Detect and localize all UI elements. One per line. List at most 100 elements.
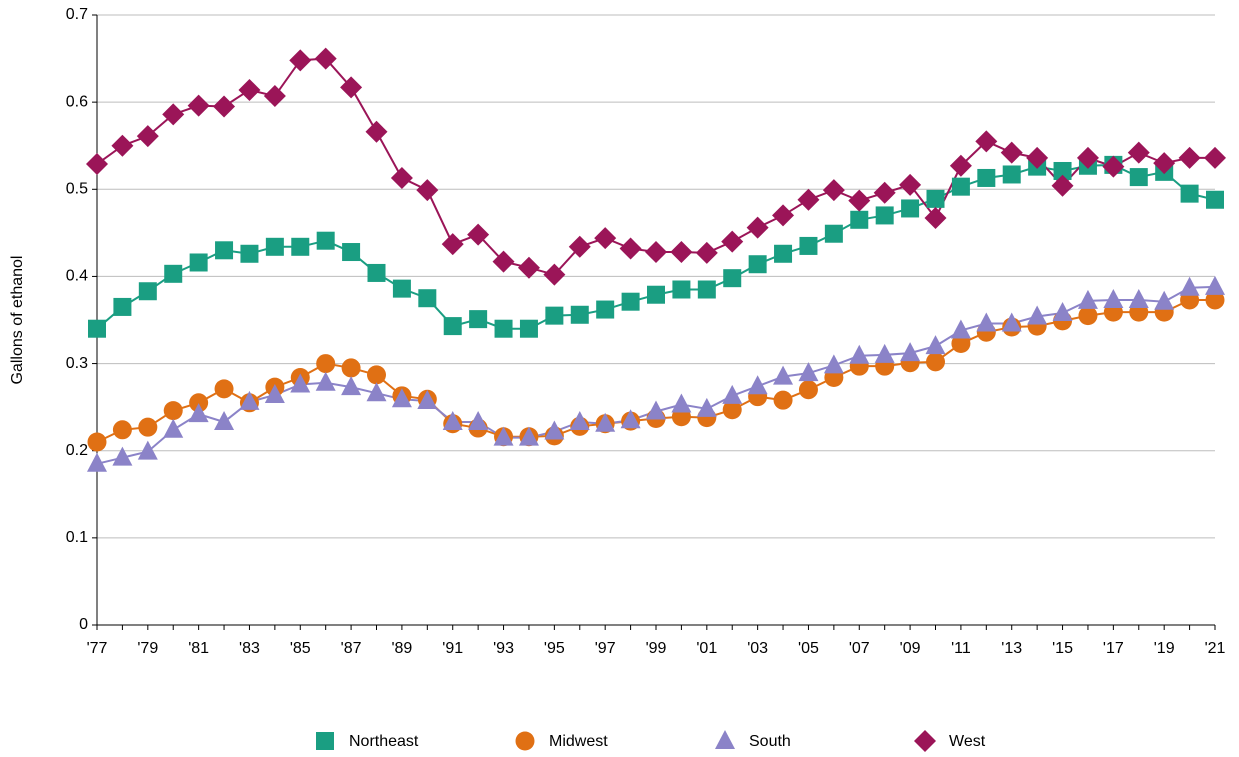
y-tick-label: 0.7: [66, 6, 88, 23]
y-tick-label: 0.2: [66, 442, 88, 459]
data-point: [747, 375, 768, 395]
data-point: [722, 384, 743, 404]
data-point: [492, 250, 515, 273]
data-point: [417, 390, 438, 410]
x-tick-label: '07: [849, 640, 870, 657]
data-point: [365, 120, 388, 143]
data-point: [621, 292, 640, 311]
data-point: [290, 373, 311, 393]
x-tick-label: '11: [951, 640, 971, 657]
data-point: [1026, 146, 1049, 169]
data-point: [900, 342, 921, 362]
data-point: [443, 317, 462, 336]
x-tick-label: '85: [290, 640, 311, 657]
data-point: [265, 237, 284, 256]
data-point: [647, 285, 665, 304]
x-tick-label: '05: [798, 640, 819, 657]
data-point: [418, 289, 437, 308]
data-point: [468, 410, 489, 430]
data-point: [672, 280, 691, 299]
x-tick-label: '97: [595, 640, 616, 657]
data-point: [239, 390, 260, 410]
x-tick-label: '79: [137, 640, 158, 657]
data-point: [671, 393, 692, 413]
data-point: [926, 352, 945, 372]
data-point: [1001, 312, 1022, 332]
y-tick-label: 0.4: [66, 268, 88, 285]
data-point: [646, 400, 666, 420]
data-point: [1153, 152, 1176, 175]
x-tick-label: '91: [442, 640, 463, 657]
x-tick-label: '13: [1001, 640, 1022, 657]
data-point: [1103, 288, 1124, 308]
data-point: [772, 204, 795, 227]
data-point: [87, 432, 107, 452]
data-point: [746, 216, 769, 239]
data-point: [1077, 289, 1098, 309]
x-tick-label: '17: [1103, 640, 1124, 657]
data-point: [1078, 306, 1098, 326]
data-point: [367, 263, 386, 282]
data-point: [849, 344, 870, 364]
data-point: [773, 365, 794, 385]
data-point: [1027, 305, 1048, 325]
data-point: [316, 231, 335, 250]
data-point: [949, 154, 972, 177]
data-point: [188, 403, 209, 423]
legend-marker: [515, 731, 535, 751]
data-point: [341, 358, 361, 378]
legend-marker: [914, 730, 936, 752]
x-tick-label: '15: [1052, 640, 1073, 657]
x-tick-label: '19: [1154, 640, 1175, 657]
legend-label: Northeast: [349, 733, 419, 750]
data-point: [138, 282, 157, 301]
x-tick-label: '99: [646, 640, 667, 657]
data-point: [595, 412, 616, 432]
data-point: [544, 420, 565, 440]
data-point: [113, 297, 132, 316]
data-point: [441, 233, 464, 256]
data-point: [926, 189, 945, 208]
data-point: [494, 319, 513, 338]
data-point: [137, 440, 158, 460]
data-point: [569, 410, 590, 430]
data-point: [822, 179, 845, 202]
data-point: [163, 418, 184, 438]
data-point: [291, 237, 310, 256]
x-tick-label: '81: [188, 640, 209, 657]
data-point: [799, 236, 818, 255]
data-point: [798, 362, 819, 382]
y-tick-label: 0.1: [66, 529, 88, 546]
data-point: [1180, 184, 1199, 203]
data-point: [670, 241, 693, 264]
data-point: [874, 343, 895, 363]
data-point: [925, 335, 946, 355]
data-point: [950, 319, 971, 339]
y-tick-label: 0: [79, 616, 88, 633]
data-point: [873, 181, 896, 204]
data-point: [416, 179, 439, 202]
data-point: [697, 280, 716, 299]
data-point: [112, 446, 133, 466]
data-point: [823, 354, 844, 374]
x-tick-label: '93: [493, 640, 514, 657]
data-point: [875, 206, 894, 225]
data-point: [798, 380, 818, 400]
data-point: [1178, 146, 1201, 169]
data-point: [568, 235, 591, 258]
data-point: [773, 390, 793, 410]
data-point: [594, 227, 617, 250]
data-point: [467, 223, 490, 246]
y-tick-label: 0.3: [66, 355, 88, 372]
data-point: [442, 410, 463, 430]
data-point: [975, 130, 998, 153]
data-point: [264, 383, 285, 403]
data-point: [164, 264, 183, 283]
data-point: [545, 306, 564, 325]
data-point: [797, 188, 820, 211]
data-point: [213, 95, 236, 118]
data-point: [596, 300, 615, 319]
x-tick-label: '89: [391, 640, 412, 657]
data-point: [392, 279, 411, 298]
